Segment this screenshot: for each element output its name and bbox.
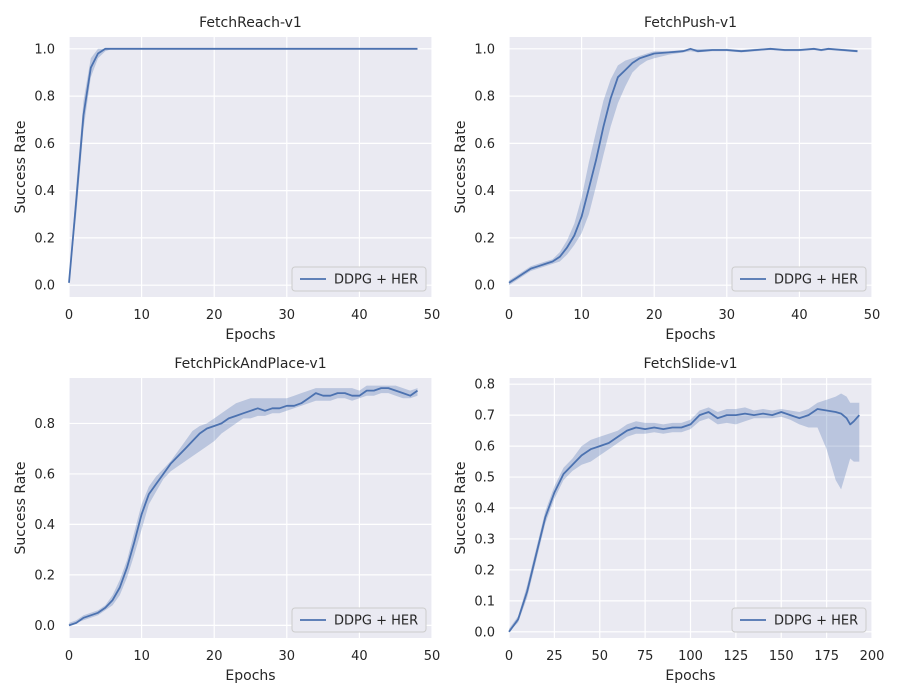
- legend-box: [731, 607, 867, 633]
- y-tick-label: 0.0: [474, 625, 495, 640]
- y-axis-label: Success Rate: [453, 462, 469, 555]
- plot-area: [69, 37, 432, 297]
- legend-label: DDPG + HER: [774, 614, 858, 629]
- confidence-band: [509, 393, 860, 632]
- y-axis-label: Success Rate: [13, 462, 29, 555]
- chart-panel: FetchSlide-v1 0 25 50 75 100 125 150 175 200 0.0 0.…: [453, 356, 884, 684]
- x-tick-label: 10: [133, 649, 150, 664]
- series-line: [68, 47, 418, 283]
- x-tick-label: 0: [65, 308, 73, 323]
- y-tick-label: 0.4: [34, 184, 55, 199]
- chart-title: FetchPush-v1: [644, 15, 737, 31]
- y-tick-label: 0.5: [474, 471, 495, 486]
- x-tick-label: 20: [206, 649, 223, 664]
- x-tick-label: 175: [814, 649, 839, 664]
- y-tick-label: 0.2: [34, 231, 55, 246]
- x-tick-label: 25: [546, 649, 563, 664]
- x-tick-label: 0: [65, 649, 73, 664]
- y-tick-label: 0.0: [34, 279, 55, 294]
- x-tick-label: 50: [864, 308, 881, 323]
- y-tick-label: 0.0: [34, 619, 55, 634]
- y-axis-label: Success Rate: [453, 121, 469, 214]
- x-axis-label: Epochs: [665, 327, 715, 343]
- chart-panel: FetchPickAndPlace-v1 0 10 20 30 40 50 0.0 0.2 0.4…: [13, 356, 440, 684]
- legend-label: DDPG + HER: [774, 273, 858, 288]
- y-tick-label: 0.6: [474, 137, 495, 152]
- x-tick-label: 75: [637, 649, 654, 664]
- x-tick-label: 0: [505, 308, 513, 323]
- legend: DDPG + HER: [291, 607, 427, 633]
- x-tick-label: 200: [860, 649, 885, 664]
- y-tick-label: 0.2: [474, 563, 495, 578]
- y-tick-label: 0.1: [474, 594, 495, 609]
- x-tick-label: 125: [723, 649, 748, 664]
- x-tick-label: 100: [678, 649, 703, 664]
- x-axis-label: Epochs: [225, 668, 275, 684]
- x-tick-label: 10: [573, 308, 590, 323]
- series-line: [508, 408, 860, 633]
- x-tick-label: 20: [646, 308, 663, 323]
- y-axis-label: Success Rate: [13, 121, 29, 214]
- x-tick-label: 40: [791, 308, 808, 323]
- legend-box: [291, 607, 427, 633]
- y-tick-label: 0.3: [474, 532, 495, 547]
- series-line: [68, 387, 419, 627]
- legend-label: DDPG + HER: [334, 273, 418, 288]
- plot-area: [509, 37, 872, 297]
- series-line: [508, 47, 858, 284]
- chart-title: FetchPickAndPlace-v1: [174, 356, 326, 372]
- y-tick-label: 0.8: [474, 378, 495, 393]
- x-tick-label: 50: [424, 649, 441, 664]
- x-tick-label: 0: [505, 649, 513, 664]
- legend: DDPG + HER: [731, 607, 867, 633]
- y-tick-label: 0.4: [474, 184, 495, 199]
- x-axis-label: Epochs: [665, 668, 715, 684]
- x-tick-label: 40: [351, 649, 368, 664]
- x-tick-label: 30: [279, 649, 296, 664]
- y-tick-label: 0.8: [34, 417, 55, 432]
- y-tick-label: 0.4: [474, 502, 495, 517]
- chart-panel: FetchPush-v1 0 10 20 30 40 50 0.0 0.2 0.4 0.6 0.8 1.…: [453, 15, 880, 343]
- y-tick-label: 0.2: [474, 231, 495, 246]
- legend-box: [291, 266, 427, 292]
- legend-label: DDPG + HER: [334, 614, 418, 629]
- y-tick-label: 1.0: [34, 42, 55, 57]
- x-tick-label: 40: [351, 308, 368, 323]
- x-tick-label: 50: [424, 308, 441, 323]
- x-tick-label: 20: [206, 308, 223, 323]
- y-tick-label: 0.0: [474, 279, 495, 294]
- x-tick-label: 30: [719, 308, 736, 323]
- x-tick-label: 50: [591, 649, 608, 664]
- legend: DDPG + HER: [291, 266, 427, 292]
- chart-title: FetchSlide-v1: [644, 356, 738, 372]
- x-axis-label: Epochs: [225, 327, 275, 343]
- y-tick-label: 0.8: [474, 90, 495, 105]
- legend: DDPG + HER: [731, 266, 867, 292]
- y-tick-label: 0.8: [34, 90, 55, 105]
- y-tick-label: 0.2: [34, 568, 55, 583]
- plot-area: [69, 378, 432, 638]
- chart-title: FetchReach-v1: [199, 15, 302, 31]
- y-tick-label: 0.6: [474, 440, 495, 455]
- x-tick-label: 10: [133, 308, 150, 323]
- y-tick-label: 1.0: [474, 42, 495, 57]
- y-tick-label: 0.4: [34, 518, 55, 533]
- y-tick-label: 0.7: [474, 409, 495, 424]
- x-tick-label: 30: [279, 308, 296, 323]
- y-tick-label: 0.6: [34, 467, 55, 482]
- legend-box: [731, 266, 867, 292]
- x-tick-label: 150: [769, 649, 794, 664]
- chart-panel: FetchReach-v1 0 10 20 30 40 50 0.0 0.2 0.4 0.6 0.8 1…: [13, 15, 440, 343]
- y-tick-label: 0.6: [34, 137, 55, 152]
